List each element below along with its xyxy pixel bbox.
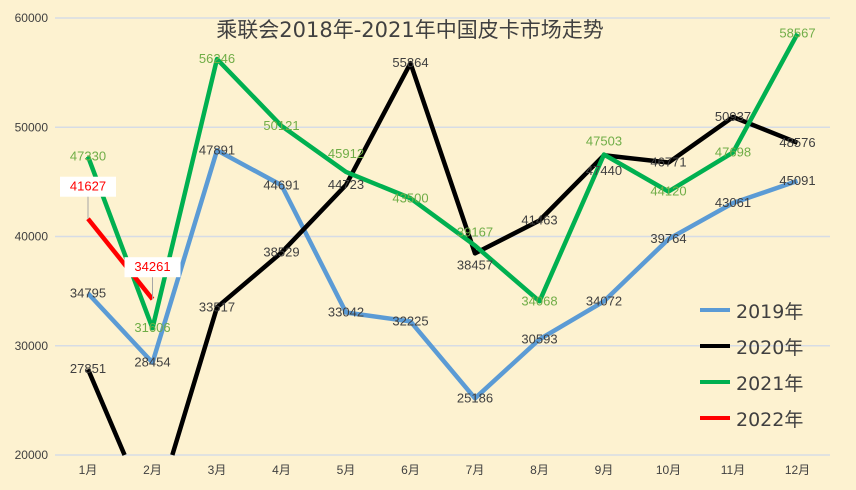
y-tick-label: 60000: [15, 11, 49, 25]
legend-swatch: [700, 416, 730, 420]
y-tick-label: 30000: [15, 339, 49, 353]
data-label: 55864: [392, 55, 428, 70]
legend-swatch: [700, 344, 730, 348]
legend-item-2022: 2022年: [700, 400, 803, 436]
data-label: 33517: [199, 299, 235, 314]
data-label: 46771: [650, 155, 686, 170]
y-tick-label: 40000: [15, 230, 49, 244]
legend-item-2019: 2019年: [700, 292, 803, 328]
x-tick-label: 2月: [143, 463, 162, 477]
legend-swatch: [700, 308, 730, 312]
data-label: 47698: [715, 144, 751, 159]
x-tick-label: 5月: [337, 463, 356, 477]
x-tick-label: 4月: [272, 463, 291, 477]
x-tick-label: 11月: [721, 463, 745, 477]
data-label: 47891: [199, 142, 235, 157]
x-tick-label: 10月: [656, 463, 681, 477]
legend-item-2020: 2020年: [700, 328, 803, 364]
data-label: 47503: [586, 134, 622, 149]
data-label: 48576: [779, 135, 815, 150]
data-label: 43061: [715, 195, 751, 210]
x-tick-label: 12月: [785, 463, 810, 477]
data-label: 30593: [521, 331, 557, 346]
data-label: 33042: [328, 305, 364, 320]
data-label: 32225: [392, 313, 428, 328]
data-label: 43500: [392, 190, 428, 205]
data-label: 47440: [586, 163, 622, 178]
data-label: 27851: [70, 361, 106, 376]
legend: 2019年 2020年 2021年 2022年: [700, 292, 803, 436]
series-line-2019年: [86, 148, 799, 401]
data-label: 25186: [457, 390, 493, 405]
data-label: 28454: [134, 355, 170, 370]
data-label-box: [124, 257, 181, 278]
x-tick-label: 7月: [466, 463, 485, 477]
y-tick-label: 20000: [15, 448, 49, 462]
data-label: 39764: [650, 231, 686, 246]
data-label-box: [60, 176, 116, 197]
data-label: 45091: [779, 173, 815, 188]
data-label: 34072: [586, 293, 622, 308]
legend-label: 2021年: [736, 372, 804, 395]
x-tick-label: 8月: [530, 463, 549, 477]
data-label: 41463: [521, 213, 557, 228]
x-tick-label: 3月: [208, 463, 227, 477]
legend-label: 2020年: [736, 336, 804, 359]
data-label: 44120: [650, 183, 686, 198]
x-tick-label: 6月: [401, 463, 420, 477]
data-label: 50121: [263, 118, 299, 133]
data-label: 39167: [457, 225, 493, 240]
series-line-2022年: [86, 217, 155, 301]
legend-swatch: [700, 380, 730, 384]
y-tick-label: 50000: [15, 120, 49, 134]
x-tick-label: 1月: [79, 463, 98, 477]
data-label: 41627: [70, 179, 106, 194]
chart-title: 乘联会2018年-2021年中国皮卡市场走势: [216, 18, 604, 42]
data-label: 38529: [263, 245, 299, 260]
data-label: 47330: [70, 148, 106, 163]
data-label: 50937: [715, 109, 751, 124]
series-line-2020年: [170, 60, 799, 456]
series-line-2021年: [85, 32, 800, 331]
data-label: 31606: [134, 320, 170, 335]
x-tick-label: 9月: [595, 463, 614, 477]
series-line-2020年: [85, 368, 127, 456]
legend-item-2021: 2021年: [700, 364, 803, 400]
legend-label: 2019年: [736, 300, 804, 323]
data-label: 44723: [328, 177, 364, 192]
data-label: 34795: [70, 285, 106, 300]
data-label: 58567: [779, 26, 815, 41]
data-label: 44691: [263, 177, 299, 192]
data-label: 34261: [134, 259, 170, 274]
data-label: 45912: [328, 146, 364, 161]
data-label: 56246: [199, 51, 235, 66]
legend-label: 2022年: [736, 408, 804, 431]
data-label: 34068: [521, 293, 557, 308]
data-label: 38457: [457, 257, 493, 272]
